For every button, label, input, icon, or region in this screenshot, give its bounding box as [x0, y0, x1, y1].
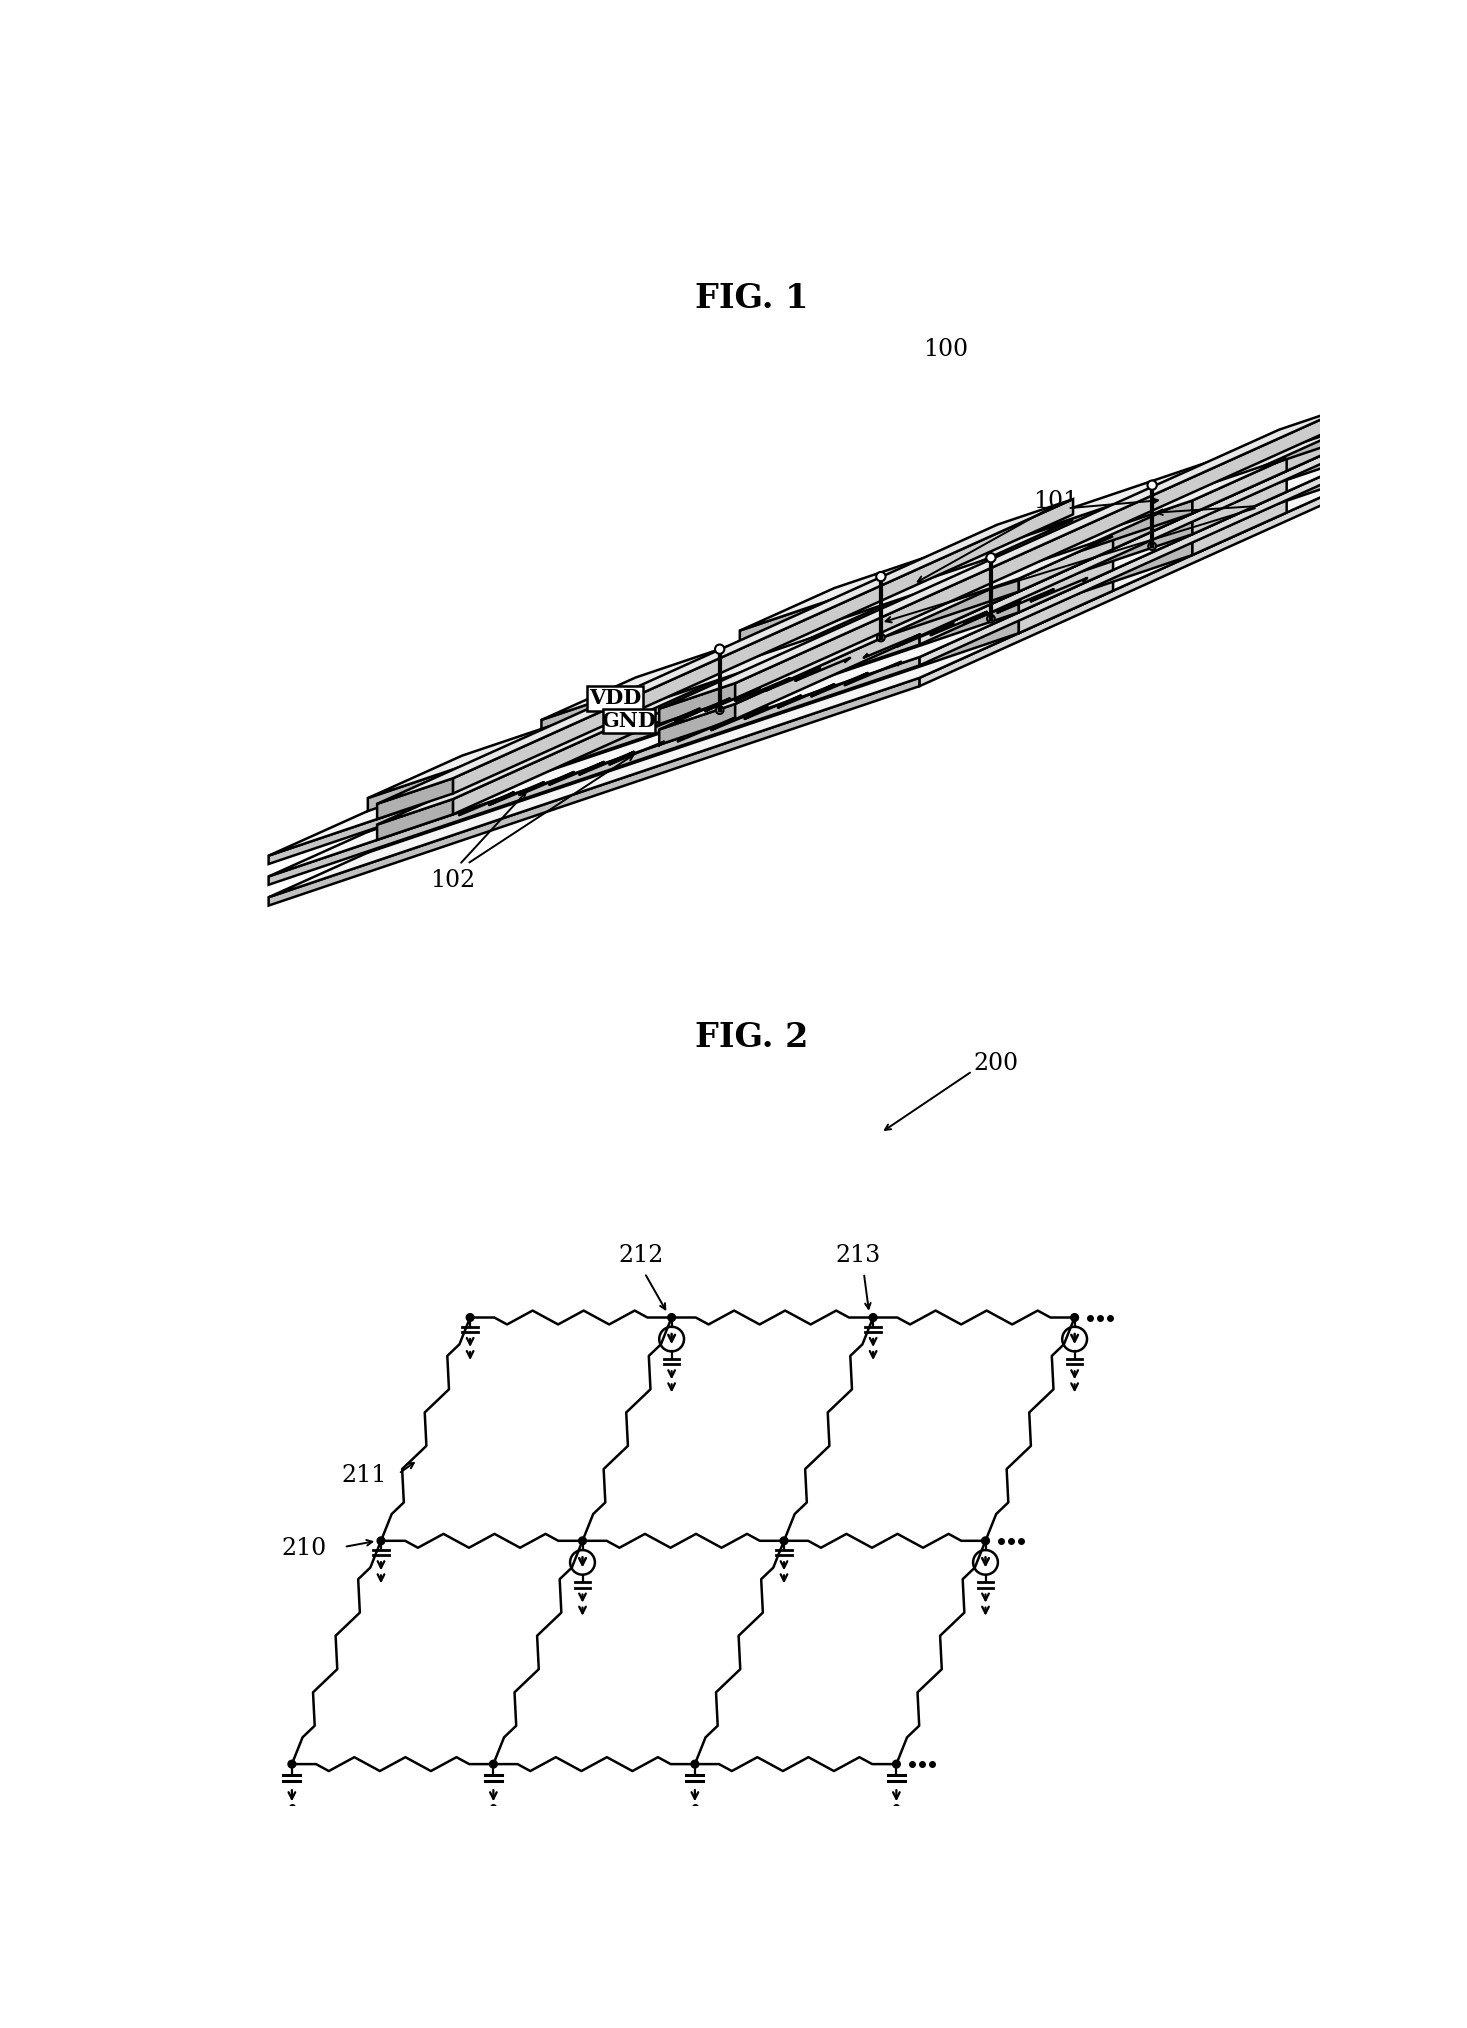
Polygon shape: [541, 541, 1193, 775]
Polygon shape: [1193, 479, 1287, 533]
Text: 200: 200: [974, 1053, 1020, 1075]
Polygon shape: [1391, 369, 1467, 424]
Text: 100: 100: [924, 339, 968, 361]
Circle shape: [716, 706, 723, 714]
Polygon shape: [1018, 578, 1113, 633]
Polygon shape: [659, 424, 1356, 730]
Text: 211: 211: [342, 1464, 387, 1487]
Polygon shape: [735, 424, 1356, 720]
Circle shape: [490, 1760, 497, 1768]
Circle shape: [780, 1537, 788, 1545]
FancyBboxPatch shape: [587, 685, 643, 710]
Circle shape: [714, 645, 725, 653]
Circle shape: [1149, 541, 1156, 550]
Circle shape: [288, 1760, 296, 1768]
Polygon shape: [541, 499, 1287, 760]
Polygon shape: [739, 389, 1467, 651]
Circle shape: [467, 1314, 474, 1322]
Polygon shape: [739, 369, 1467, 631]
Polygon shape: [739, 452, 1391, 685]
Circle shape: [877, 633, 885, 641]
Polygon shape: [377, 799, 453, 840]
Text: FIG. 1: FIG. 1: [695, 282, 808, 314]
Circle shape: [892, 1760, 901, 1768]
Polygon shape: [377, 779, 453, 819]
Circle shape: [691, 1760, 698, 1768]
Polygon shape: [1391, 389, 1467, 444]
Text: VDD: VDD: [588, 687, 641, 708]
Circle shape: [981, 1537, 989, 1545]
Polygon shape: [1391, 410, 1467, 466]
Polygon shape: [268, 400, 1467, 896]
Polygon shape: [368, 535, 1113, 799]
Polygon shape: [541, 501, 1193, 732]
Polygon shape: [453, 499, 1072, 793]
Polygon shape: [920, 400, 1467, 685]
Text: 101: 101: [1033, 491, 1078, 513]
Polygon shape: [659, 404, 1356, 708]
Polygon shape: [541, 458, 1287, 720]
Polygon shape: [659, 683, 735, 724]
Circle shape: [986, 554, 996, 562]
Polygon shape: [268, 357, 1467, 856]
FancyBboxPatch shape: [603, 710, 654, 734]
Circle shape: [1147, 481, 1157, 489]
Polygon shape: [1018, 535, 1113, 592]
Polygon shape: [268, 637, 920, 864]
Polygon shape: [920, 377, 1467, 665]
Polygon shape: [377, 499, 1072, 803]
Circle shape: [987, 614, 995, 623]
Polygon shape: [1018, 558, 1113, 612]
Polygon shape: [368, 578, 1018, 811]
Text: 103: 103: [1247, 499, 1292, 523]
Polygon shape: [368, 558, 1113, 819]
Circle shape: [667, 1314, 675, 1322]
Circle shape: [876, 572, 886, 582]
Text: 210: 210: [282, 1537, 327, 1560]
Circle shape: [578, 1537, 587, 1545]
Circle shape: [870, 1314, 877, 1322]
Polygon shape: [659, 704, 735, 744]
Polygon shape: [1193, 499, 1287, 556]
Polygon shape: [377, 519, 1072, 825]
Text: 212: 212: [618, 1245, 663, 1268]
Polygon shape: [1193, 458, 1287, 513]
Circle shape: [1071, 1314, 1078, 1322]
Polygon shape: [739, 410, 1467, 671]
Text: 102: 102: [430, 868, 475, 892]
Polygon shape: [541, 521, 1193, 754]
Polygon shape: [541, 479, 1287, 740]
Polygon shape: [735, 404, 1356, 698]
Polygon shape: [268, 377, 1467, 876]
Polygon shape: [268, 657, 920, 884]
Polygon shape: [368, 600, 1018, 831]
Polygon shape: [368, 578, 1113, 840]
Text: FIG. 2: FIG. 2: [695, 1020, 808, 1055]
Polygon shape: [920, 357, 1467, 645]
Polygon shape: [368, 621, 1018, 852]
Polygon shape: [739, 412, 1391, 643]
Polygon shape: [268, 677, 920, 907]
Text: 213: 213: [835, 1245, 880, 1268]
Polygon shape: [453, 519, 1072, 815]
Text: GND: GND: [601, 712, 656, 732]
Circle shape: [377, 1537, 384, 1545]
Polygon shape: [739, 432, 1391, 665]
